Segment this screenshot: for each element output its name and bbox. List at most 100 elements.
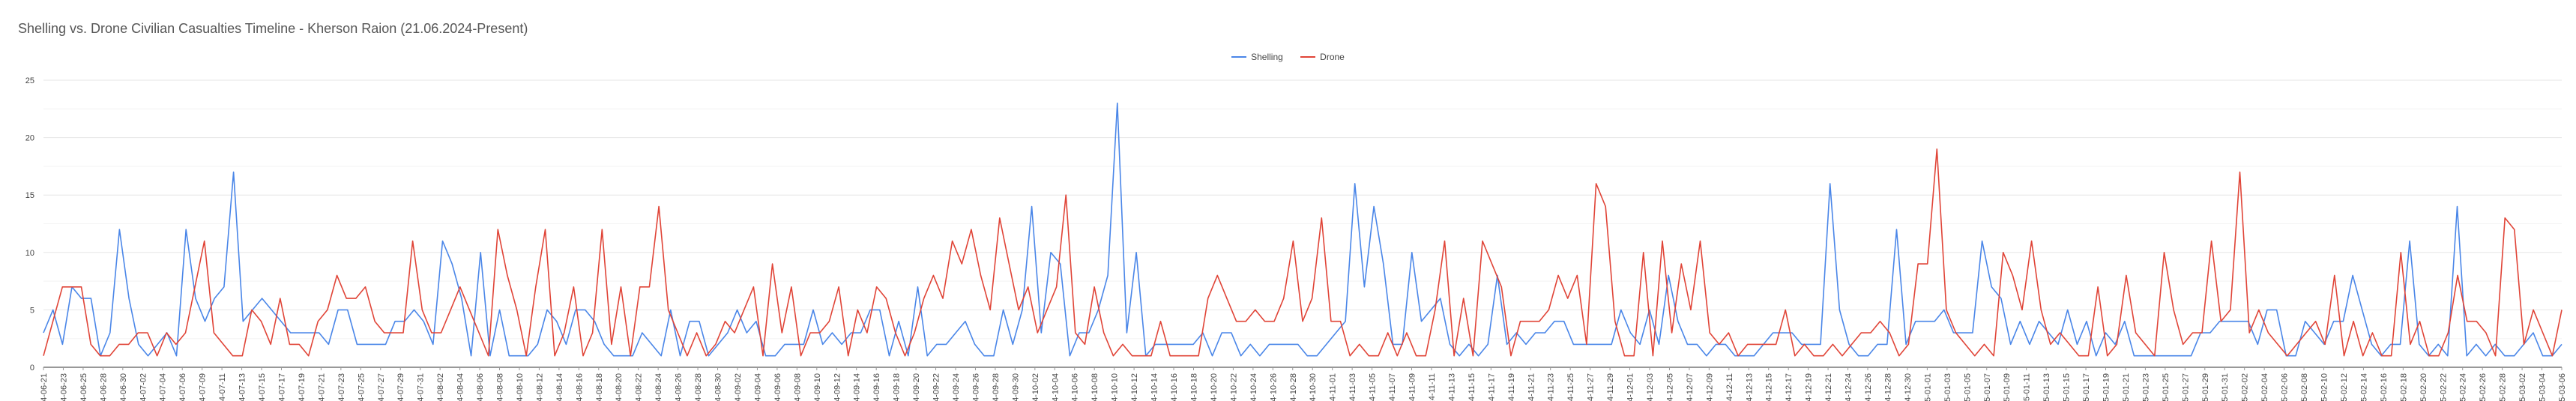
- x-tick-label: 2024-07-13: [238, 373, 247, 401]
- x-tick-label: 2025-01-15: [2063, 373, 2072, 401]
- x-tick-label: 2024-11-01: [1329, 373, 1338, 401]
- x-tick-label: 2025-02-20: [2419, 373, 2428, 401]
- x-tick-label: 2024-10-22: [1229, 373, 1238, 401]
- legend: Shelling Drone: [0, 49, 2576, 62]
- y-tick-label: 0: [30, 364, 34, 373]
- x-tick-label: 2025-01-01: [1923, 373, 1932, 401]
- x-tick-label: 2024-09-06: [773, 373, 782, 401]
- x-tick-label: 2024-11-21: [1527, 373, 1536, 401]
- x-tick-label: 2025-02-10: [2320, 373, 2329, 401]
- x-tick-label: 2024-10-20: [1210, 373, 1219, 401]
- x-tick-label: 2025-01-25: [2162, 373, 2171, 401]
- chart-title: Shelling vs. Drone Civilian Casualties T…: [18, 21, 528, 36]
- x-tick-label: 2024-11-11: [1428, 373, 1437, 401]
- y-tick-label: 5: [30, 306, 34, 315]
- x-tick-label: 2025-01-27: [2181, 373, 2190, 401]
- x-tick-label: 2024-09-24: [952, 373, 961, 401]
- x-tick-label: 2024-08-26: [675, 373, 684, 401]
- x-tick-label: 2024-12-30: [1904, 373, 1913, 401]
- x-tick-label: 2024-11-19: [1507, 373, 1516, 401]
- x-tick-label: 2024-11-25: [1566, 373, 1575, 401]
- x-tick-label: 2025-01-09: [2003, 373, 2012, 401]
- x-tick-label: 2024-09-16: [872, 373, 881, 401]
- series-line-shelling: [43, 102, 2563, 357]
- x-tick-label: 2024-07-04: [159, 373, 168, 401]
- x-tick-label: 2024-06-23: [59, 373, 68, 401]
- y-tick-label: 20: [25, 134, 34, 143]
- x-tick-label: 2024-09-20: [912, 373, 921, 401]
- x-tick-label: 2024-09-28: [992, 373, 1001, 401]
- x-tick-label: 2024-07-06: [178, 373, 187, 401]
- x-tick-label: 2024-11-29: [1606, 373, 1615, 401]
- x-tick-label: 2024-07-17: [277, 373, 286, 401]
- x-tick-label: 2024-06-25: [79, 373, 88, 401]
- x-tick-label: 2024-10-14: [1150, 373, 1159, 401]
- x-tick-label: 2024-10-30: [1309, 373, 1318, 401]
- x-tick-label: 2025-01-19: [2102, 373, 2111, 401]
- x-tick-label: 2024-08-20: [615, 373, 624, 401]
- x-tick-label: 2024-11-07: [1388, 373, 1397, 401]
- x-tick-label: 2024-06-28: [99, 373, 108, 401]
- x-tick-label: 2025-03-04: [2539, 373, 2548, 401]
- x-tick-label: 2024-10-18: [1189, 373, 1198, 401]
- x-tick-label: 2024-07-29: [396, 373, 405, 401]
- x-tick-label: 2024-12-28: [1883, 373, 1892, 401]
- x-tick-label: 2024-11-23: [1547, 373, 1556, 401]
- x-tick-label: 2025-02-24: [2459, 373, 2468, 401]
- x-tick-label: 2024-07-21: [317, 373, 326, 401]
- x-tick-label: 2024-07-09: [199, 373, 208, 401]
- x-tick-label: 2025-03-02: [2518, 373, 2527, 401]
- x-tick-label: 2024-12-21: [1824, 373, 1833, 401]
- x-tick-label: 2024-06-21: [40, 373, 49, 401]
- x-tick-label: 2024-07-27: [377, 373, 386, 401]
- x-tick-label: 2024-10-04: [1051, 373, 1060, 401]
- x-tick-label: 2025-01-29: [2201, 373, 2210, 401]
- x-tick-label: 2024-07-23: [337, 373, 346, 401]
- x-tick-label: 2024-08-14: [555, 373, 564, 401]
- x-tick-label: 2025-01-13: [2042, 373, 2051, 401]
- x-tick-label: 2024-10-12: [1130, 373, 1139, 401]
- x-tick-label: 2025-02-28: [2499, 373, 2508, 401]
- x-tick-label: 2024-10-10: [1111, 373, 1120, 401]
- x-tick-label: 2024-12-03: [1646, 373, 1655, 401]
- x-tick-label: 2024-11-03: [1348, 373, 1357, 401]
- x-tick-label: 2024-11-15: [1468, 373, 1476, 401]
- x-tick-label: 2024-12-05: [1665, 373, 1674, 401]
- x-tick-label: 2024-08-02: [436, 373, 445, 401]
- x-tick-label: 2024-10-24: [1249, 373, 1258, 401]
- legend-swatch-shelling: [1231, 56, 1247, 58]
- x-tick-label: 2024-12-26: [1864, 373, 1873, 401]
- x-tick-label: 2025-02-22: [2439, 373, 2448, 401]
- x-tick-label: 2025-02-18: [2399, 373, 2408, 401]
- x-tick-label: 2024-11-27: [1587, 373, 1596, 401]
- x-tick-label: 2025-01-05: [1963, 373, 1972, 401]
- x-tick-label: 2025-02-16: [2380, 373, 2389, 401]
- x-tick-label: 2025-02-08: [2300, 373, 2309, 401]
- x-tick-label: 2024-12-11: [1725, 373, 1734, 401]
- x-tick-label: 2025-01-07: [1983, 373, 1992, 401]
- x-tick-label: 2024-10-26: [1269, 373, 1278, 401]
- x-tick-label: 2024-11-13: [1447, 373, 1456, 401]
- x-tick-label: 2024-09-08: [793, 373, 802, 401]
- x-tick-label: 2024-07-15: [258, 373, 267, 401]
- x-tick-label: 2024-11-17: [1487, 373, 1496, 401]
- x-tick-label: 2024-09-18: [893, 373, 902, 401]
- x-tick-label: 2024-12-24: [1844, 373, 1853, 401]
- x-tick-label: 2025-03-06: [2558, 373, 2567, 401]
- x-tick-label: 2024-08-10: [516, 373, 525, 401]
- y-tick-label: 10: [25, 249, 34, 258]
- x-tick-label: 2024-07-11: [218, 373, 227, 401]
- x-tick-label: 2025-01-31: [2221, 373, 2230, 401]
- legend-item-drone[interactable]: Drone: [1300, 52, 1345, 62]
- x-tick-label: 2024-09-04: [753, 373, 762, 401]
- x-tick-label: 2024-10-06: [1071, 373, 1080, 401]
- legend-item-shelling[interactable]: Shelling: [1231, 52, 1283, 62]
- x-tick-label: 2024-07-31: [417, 373, 426, 401]
- x-tick-label: 2024-08-04: [456, 373, 465, 401]
- x-tick-label: 2024-11-05: [1369, 373, 1378, 401]
- legend-label-shelling: Shelling: [1251, 52, 1283, 62]
- series-line-drone: [43, 148, 2563, 357]
- x-tick-label: 2025-01-23: [2141, 373, 2150, 401]
- x-tick-label: 2024-08-30: [714, 373, 723, 401]
